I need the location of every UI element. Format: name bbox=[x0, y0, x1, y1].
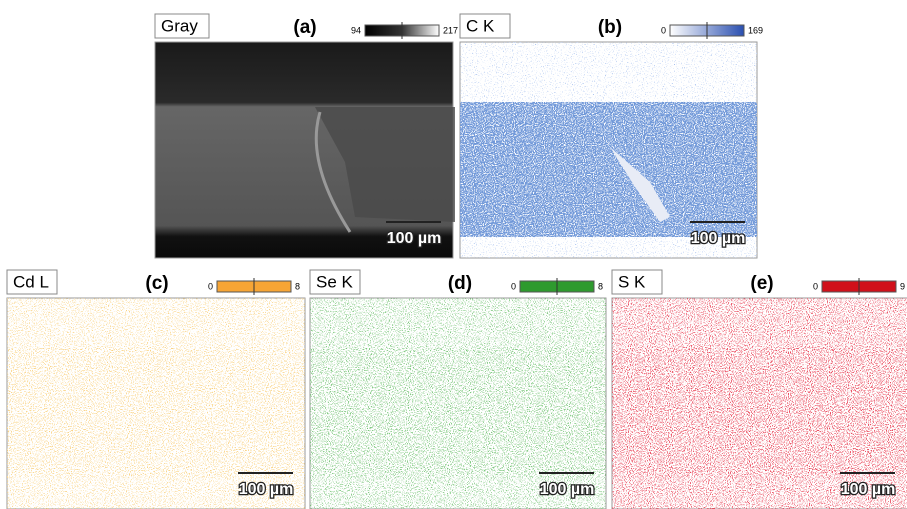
element-label: S K bbox=[618, 272, 646, 291]
element-label: C K bbox=[466, 16, 495, 35]
panel-letter: (a) bbox=[293, 17, 316, 38]
speckle-band bbox=[310, 348, 606, 478]
element-label: Gray bbox=[161, 16, 198, 35]
panel-letter: (d) bbox=[448, 273, 472, 294]
scale-min: 0 bbox=[511, 281, 516, 291]
element-label: Cd L bbox=[13, 272, 49, 291]
speckle-band bbox=[7, 348, 305, 478]
scale-max: 8 bbox=[598, 281, 603, 291]
scale-min: 0 bbox=[813, 281, 818, 291]
panel: S K (e) 0 9 100 µm bbox=[612, 270, 907, 509]
panel: Se K (d) 0 8 100 µm bbox=[310, 270, 606, 509]
scale-bar-label: 100 µm bbox=[841, 481, 896, 498]
scale-max: 169 bbox=[748, 25, 763, 35]
scale-max: 8 bbox=[295, 281, 300, 291]
panel: Cd L (c) 0 8 100 µm bbox=[7, 270, 305, 509]
figure: Gray (a) 94 217 100 µm C K (b) 0 169 100 µm Cd L (c… bbox=[0, 0, 907, 509]
panel: C K (b) 0 169 100 µm bbox=[460, 14, 763, 258]
scale-bar-label: 100 µm bbox=[239, 481, 294, 498]
scale-max: 9 bbox=[900, 281, 905, 291]
scale-min: 0 bbox=[208, 281, 213, 291]
scale-min: 94 bbox=[351, 25, 361, 35]
scale-max: 217 bbox=[443, 25, 458, 35]
scale-bar-label: 100 µm bbox=[540, 481, 595, 498]
scale-min: 0 bbox=[661, 25, 666, 35]
speckle-dense bbox=[460, 102, 757, 237]
element-label: Se K bbox=[316, 272, 354, 291]
scale-bar-label: 100 µm bbox=[387, 230, 442, 247]
panel-letter: (b) bbox=[598, 17, 622, 38]
panel: Gray (a) 94 217 100 µm bbox=[155, 14, 458, 258]
scale-bar-label: 100 µm bbox=[691, 230, 746, 247]
panel-letter: (c) bbox=[145, 273, 168, 294]
panel-letter: (e) bbox=[750, 273, 773, 294]
speckle-band bbox=[612, 348, 907, 478]
